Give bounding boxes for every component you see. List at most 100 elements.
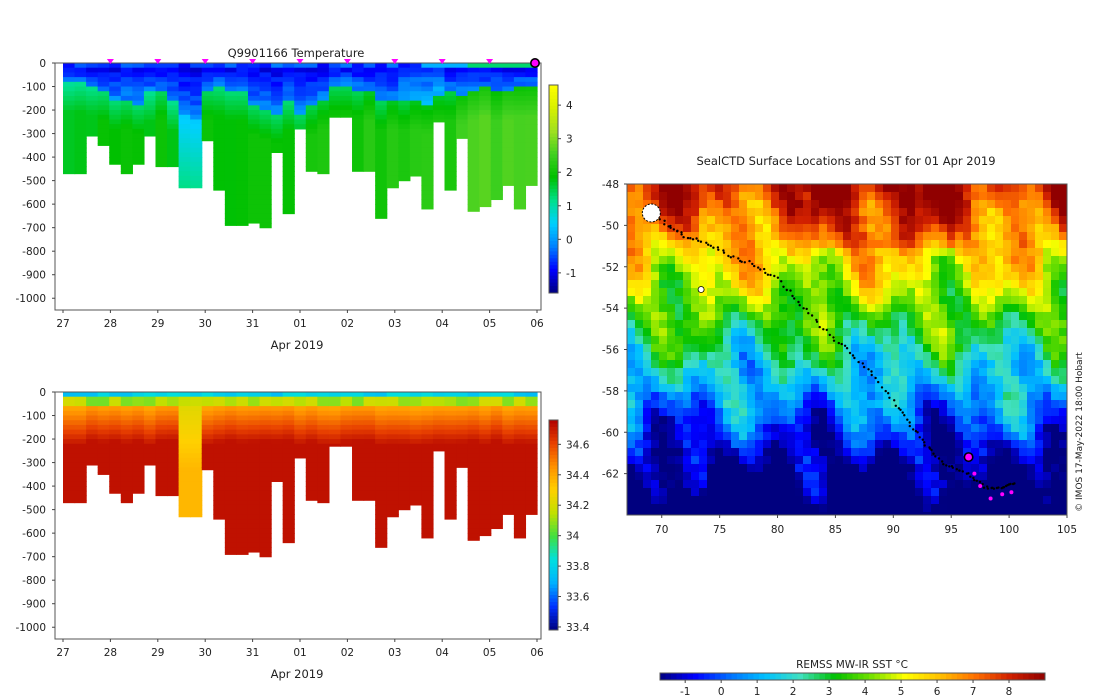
sst-cell: [875, 504, 884, 513]
sst-cell: [883, 264, 892, 273]
sst-cell: [915, 416, 924, 425]
sst-cell: [859, 304, 868, 313]
track-point: [815, 320, 819, 323]
sst-cell: [739, 328, 748, 337]
heatmap-cell: [444, 420, 457, 426]
heatmap-cell: [63, 114, 76, 121]
sst-cell: [787, 456, 796, 465]
sst-cell: [803, 376, 812, 385]
heatmap-cell: [317, 420, 330, 426]
sst-cell: [731, 416, 740, 425]
sst-cell: [875, 376, 884, 385]
sst-cell: [979, 240, 988, 249]
sst-cell: [883, 296, 892, 305]
track-point: [1013, 482, 1016, 485]
sst-cell: [979, 208, 988, 217]
sst-cell: [875, 448, 884, 457]
sst-cell: [771, 352, 780, 361]
colorbar-segment: [549, 116, 558, 121]
heatmap-cell: [86, 124, 99, 130]
sst-cell: [851, 504, 860, 513]
sst-cell: [995, 392, 1004, 401]
heatmap-cell: [63, 138, 76, 144]
sst-cell: [899, 200, 908, 209]
heatmap-cell: [282, 190, 295, 196]
heatmap-cell: [259, 443, 272, 450]
sst-cell: [675, 216, 684, 225]
sst-cell: [763, 208, 772, 217]
heatmap-cell: [259, 420, 272, 426]
sst-cell: [659, 320, 668, 329]
colorbar-segment: [957, 673, 963, 680]
sst-cell: [627, 320, 636, 329]
heatmap-cell: [502, 481, 515, 487]
heatmap-cell: [132, 81, 145, 88]
sst-cell: [883, 392, 892, 401]
heatmap-cell: [317, 415, 330, 421]
sst-cell: [843, 376, 852, 385]
colorbar-segment: [549, 220, 558, 225]
sst-cell: [995, 208, 1004, 217]
heatmap-cell: [97, 392, 110, 398]
sst-cell: [987, 464, 996, 473]
sst-cell: [939, 504, 948, 513]
heatmap-cell: [386, 481, 399, 487]
heatmap-cell: [513, 147, 527, 153]
sst-cell: [1051, 360, 1060, 369]
sst-cell: [843, 200, 852, 209]
heatmap-cell: [63, 67, 76, 73]
heatmap-cell: [328, 77, 342, 83]
heatmap-cell: [247, 392, 261, 398]
sst-cell: [715, 296, 724, 305]
sst-cell: [835, 408, 844, 417]
sst-cell: [851, 256, 860, 265]
sst-cell: [1051, 320, 1060, 329]
heatmap-cell: [213, 100, 226, 106]
sst-cell: [835, 312, 844, 321]
heatmap-cell: [375, 190, 388, 196]
heatmap-cell: [224, 91, 238, 97]
heatmap-cell: [97, 410, 110, 417]
heatmap-cell: [305, 86, 318, 92]
sst-cell: [675, 296, 684, 305]
heatmap-cell: [386, 133, 399, 139]
sst-cell: [699, 488, 708, 497]
colorbar-segment: [549, 598, 558, 603]
heatmap-cell: [178, 110, 191, 116]
sst-cell: [715, 344, 724, 353]
colorbar-segment: [549, 102, 558, 107]
heatmap-cell: [247, 486, 261, 492]
sst-cell: [827, 280, 836, 289]
colorbar-segment: [549, 105, 558, 110]
heatmap-cell: [247, 514, 261, 520]
sst-cell: [971, 312, 980, 321]
sst-cell: [667, 400, 676, 409]
sst-cell: [1051, 336, 1060, 345]
heatmap-cell: [525, 133, 538, 139]
sst-cell: [1051, 296, 1060, 305]
heatmap-cell: [86, 72, 99, 78]
sst-cell: [835, 256, 844, 265]
heatmap-cell: [432, 410, 446, 417]
sst-cell: [691, 496, 700, 505]
heatmap-cell: [409, 100, 422, 106]
heatmap-cell: [178, 91, 191, 97]
heatmap-cell: [63, 443, 76, 450]
colorbar-segment: [549, 476, 558, 480]
heatmap-cell: [421, 114, 434, 121]
sst-cell: [1019, 496, 1028, 505]
sst-cell: [859, 288, 868, 297]
sst-cell: [971, 408, 980, 417]
heatmap-cell: [421, 462, 434, 468]
heatmap-cell: [63, 161, 76, 168]
heatmap-cell: [86, 448, 99, 454]
heatmap-cell: [97, 77, 110, 83]
sst-cell: [739, 432, 748, 441]
sst-cell: [723, 248, 732, 257]
sst-cell: [859, 408, 868, 417]
heatmap-cell: [421, 457, 434, 464]
sst-cell: [1059, 280, 1068, 289]
heatmap-cell: [109, 152, 122, 158]
colorbar-segment: [841, 673, 848, 680]
sst-cell: [1035, 296, 1044, 305]
